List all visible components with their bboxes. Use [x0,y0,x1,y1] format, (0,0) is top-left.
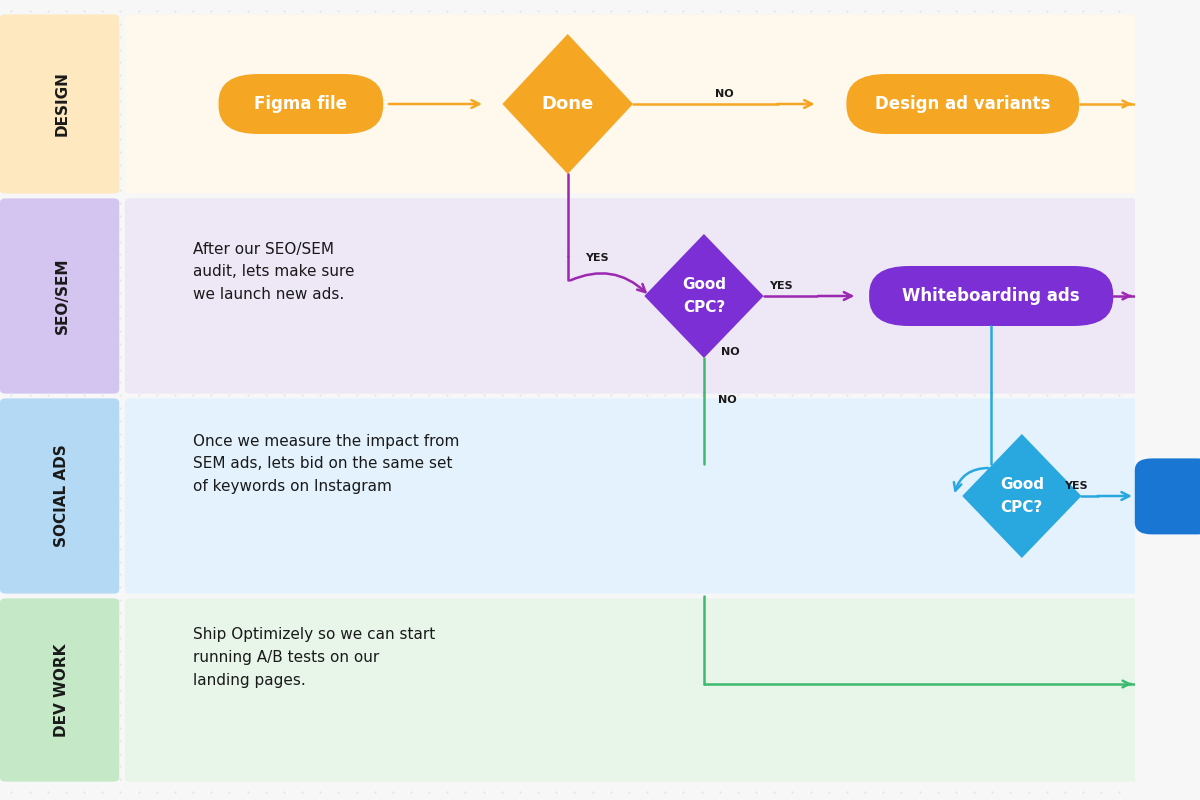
FancyBboxPatch shape [125,598,1140,782]
Text: DESIGN: DESIGN [54,71,70,137]
Text: Good: Good [682,278,726,292]
Text: Once we measure the impact from
SEM ads, lets bid on the same set
of keywords on: Once we measure the impact from SEM ads,… [193,434,460,494]
Text: SOCIAL ADS: SOCIAL ADS [54,445,70,547]
Text: NO: NO [721,347,739,357]
Text: SEO/SEM: SEO/SEM [54,258,70,334]
FancyBboxPatch shape [218,74,383,134]
Polygon shape [962,434,1081,558]
Text: Design ad variants: Design ad variants [875,95,1050,113]
FancyBboxPatch shape [0,398,119,594]
Text: NO: NO [715,89,733,98]
Text: Whiteboarding ads: Whiteboarding ads [902,287,1080,305]
Text: Done: Done [541,95,594,113]
Text: Figma file: Figma file [254,95,347,113]
FancyBboxPatch shape [0,14,119,194]
Text: Ship Optimizely so we can start
running A/B tests on our
landing pages.: Ship Optimizely so we can start running … [193,627,436,688]
Text: Good: Good [1000,478,1044,492]
FancyBboxPatch shape [125,198,1140,394]
FancyBboxPatch shape [869,266,1114,326]
FancyBboxPatch shape [1135,458,1200,534]
FancyBboxPatch shape [0,598,119,782]
Text: NO: NO [718,395,736,405]
Text: YES: YES [584,254,608,263]
FancyBboxPatch shape [846,74,1079,134]
Text: YES: YES [1064,481,1088,490]
Text: CPC?: CPC? [683,300,725,314]
Text: CPC?: CPC? [1001,500,1043,514]
Text: YES: YES [769,281,793,290]
Text: After our SEO/SEM
audit, lets make sure
we launch new ads.: After our SEO/SEM audit, lets make sure … [193,242,354,302]
FancyBboxPatch shape [125,398,1140,594]
Text: DEV WORK: DEV WORK [54,643,70,737]
FancyBboxPatch shape [0,198,119,394]
Polygon shape [503,34,632,174]
Polygon shape [644,234,763,358]
FancyBboxPatch shape [125,14,1140,194]
